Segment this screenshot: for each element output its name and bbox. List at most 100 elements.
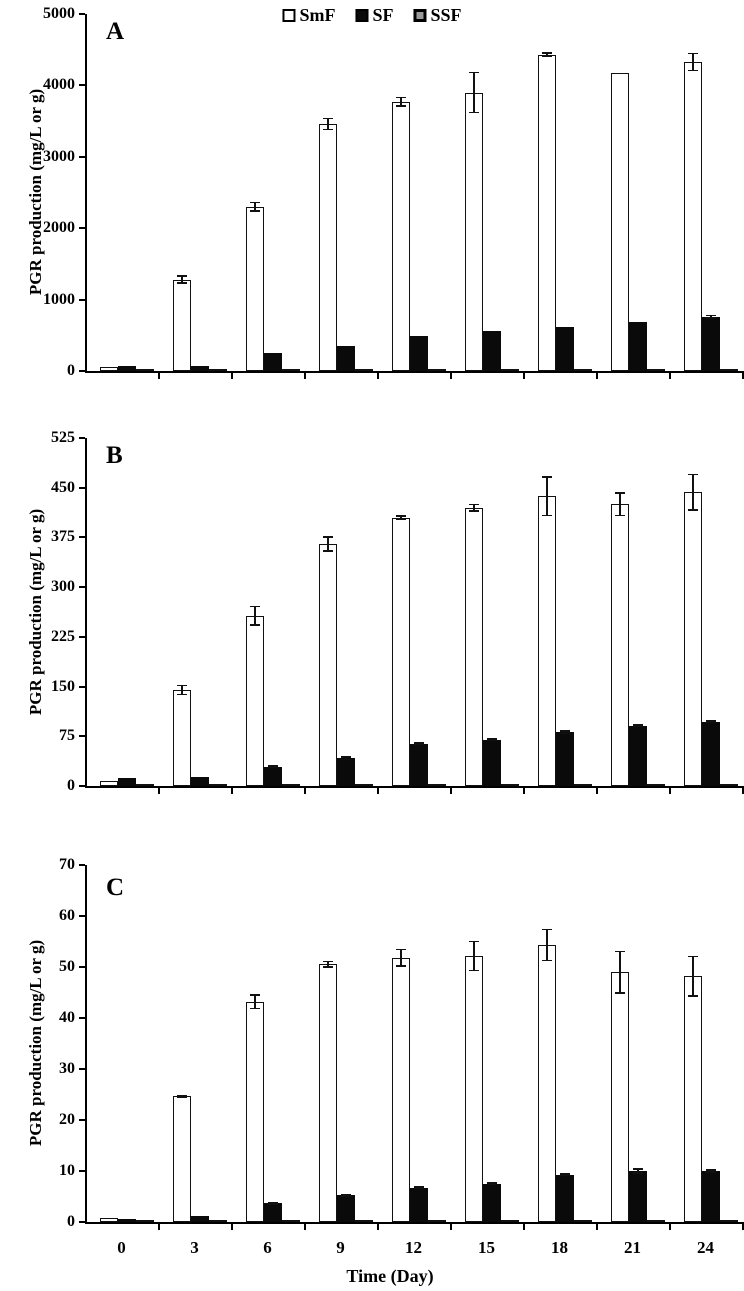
y-tick-label: 2000 — [43, 219, 75, 237]
error-cap-top — [688, 955, 698, 958]
legend-item-ssf: SSF — [413, 5, 462, 26]
bar-sf-day-6 — [264, 766, 282, 786]
x-tick-mark — [669, 373, 671, 379]
x-tick-mark — [158, 788, 160, 794]
error-cap-bottom — [688, 509, 698, 511]
x-tick-mark — [231, 373, 233, 379]
bar-ssf-day-6 — [282, 1220, 300, 1222]
error-cap-bottom — [469, 969, 479, 972]
error-cap-top — [323, 117, 333, 120]
y-tick-mark — [79, 1170, 85, 1172]
error-cap-top — [414, 1186, 424, 1188]
error-cap-bottom — [250, 1007, 260, 1010]
legend-label-ssf: SSF — [430, 5, 462, 25]
x-tick-label-day-3: 3 — [190, 1238, 199, 1257]
error-cap-bottom — [469, 111, 479, 114]
y-tick-label: 225 — [51, 627, 75, 645]
error-cap-top — [323, 536, 333, 538]
error-cap-top — [615, 492, 625, 494]
x-tick-mark — [450, 788, 452, 794]
bar-ssf-day-15 — [501, 784, 519, 786]
bar-ssf-day-18 — [574, 1220, 592, 1222]
y-tick-label: 375 — [51, 528, 75, 546]
error-cap-bottom — [542, 959, 552, 962]
legend-label-sf: SF — [372, 5, 394, 25]
bar-smf-day-0 — [100, 367, 118, 371]
y-tick-mark — [79, 966, 85, 968]
error-cap-bottom — [323, 128, 333, 131]
error-cap-bottom — [706, 1171, 716, 1174]
x-tick-label-day-12: 12 — [405, 1238, 422, 1257]
y-tick-mark — [79, 1221, 85, 1223]
bar-sf-day-24 — [702, 1171, 720, 1222]
error-bar-smf-day-9 — [327, 117, 329, 131]
bar-sf-day-6 — [264, 1203, 282, 1222]
error-cap-bottom — [560, 1174, 570, 1177]
legend-item-sf: SF — [355, 5, 393, 26]
error-cap-top — [469, 940, 479, 943]
bar-sf-day-3 — [191, 366, 209, 371]
y-tick-label: 0 — [67, 1213, 75, 1230]
bar-ssf-day-3 — [209, 784, 227, 786]
error-cap-bottom — [633, 1171, 643, 1174]
bar-sf-day-9 — [337, 346, 355, 371]
bar-ssf-day-24 — [720, 784, 738, 786]
y-tick-label: 50 — [59, 958, 75, 975]
error-cap-top — [615, 950, 625, 953]
y-tick-label: 30 — [59, 1060, 75, 1077]
error-cap-top — [633, 724, 643, 726]
y-tick-mark — [79, 915, 85, 917]
bar-ssf-day-3 — [209, 369, 227, 371]
bar-smf-day-6 — [246, 206, 264, 371]
error-bar-smf-day-15 — [473, 503, 475, 512]
error-cap-bottom — [250, 624, 260, 626]
bar-ssf-day-6 — [282, 784, 300, 786]
error-bar-smf-day-6 — [254, 201, 256, 212]
x-tick-mark — [304, 373, 306, 379]
error-cap-bottom — [268, 766, 278, 769]
error-bar-smf-day-9 — [327, 960, 329, 969]
x-tick-mark — [304, 1224, 306, 1230]
legend-item-smf: SmF — [282, 5, 335, 26]
y-tick-mark — [79, 155, 85, 158]
error-cap-bottom — [250, 210, 260, 212]
error-cap-bottom — [341, 1195, 351, 1198]
error-bar-smf-day-6 — [254, 994, 256, 1010]
error-bar-sf-day-24 — [710, 314, 712, 319]
error-cap-bottom — [706, 721, 716, 724]
y-tick-mark — [79, 370, 85, 372]
bar-smf-day-6 — [246, 615, 264, 786]
bar-smf-day-9 — [319, 964, 337, 1222]
error-cap-bottom — [688, 995, 698, 997]
y-tick-label: 75 — [59, 727, 75, 745]
y-tick-mark — [79, 13, 85, 15]
y-tick-label: 60 — [59, 907, 75, 924]
y-tick-label: 0 — [67, 777, 75, 794]
y-axis-title-a: PGR production (mg/L or g) — [26, 88, 45, 296]
bar-smf-day-6 — [246, 1001, 264, 1222]
error-cap-bottom — [615, 514, 625, 517]
x-axis-title: Time (Day) — [346, 1266, 434, 1286]
error-bar-smf-day-18 — [546, 52, 548, 58]
bar-sf-day-6 — [264, 352, 282, 371]
bar-ssf-day-12 — [428, 784, 446, 786]
error-cap-top — [469, 71, 479, 74]
bar-ssf-day-24 — [720, 1220, 738, 1222]
error-cap-top — [469, 503, 479, 506]
error-cap-top — [542, 52, 552, 54]
bar-sf-day-18 — [556, 326, 574, 371]
y-tick-mark — [79, 536, 85, 539]
bar-sf-day-15 — [483, 1183, 501, 1222]
bar-smf-day-21 — [611, 972, 629, 1222]
bar-smf-day-9 — [319, 123, 337, 371]
error-bar-smf-day-3 — [181, 684, 183, 696]
error-cap-bottom — [615, 991, 625, 994]
x-tick-mark — [158, 1224, 160, 1230]
error-bar-smf-day-21 — [619, 492, 621, 517]
error-cap-top — [396, 96, 406, 99]
bar-ssf-day-6 — [282, 369, 300, 371]
x-tick-mark — [158, 373, 160, 379]
panel-c-plot: 0 10 20 30 40 50 60 70 — [59, 856, 744, 1230]
error-bar-smf-day-3 — [181, 275, 183, 284]
error-cap-bottom — [177, 693, 187, 696]
